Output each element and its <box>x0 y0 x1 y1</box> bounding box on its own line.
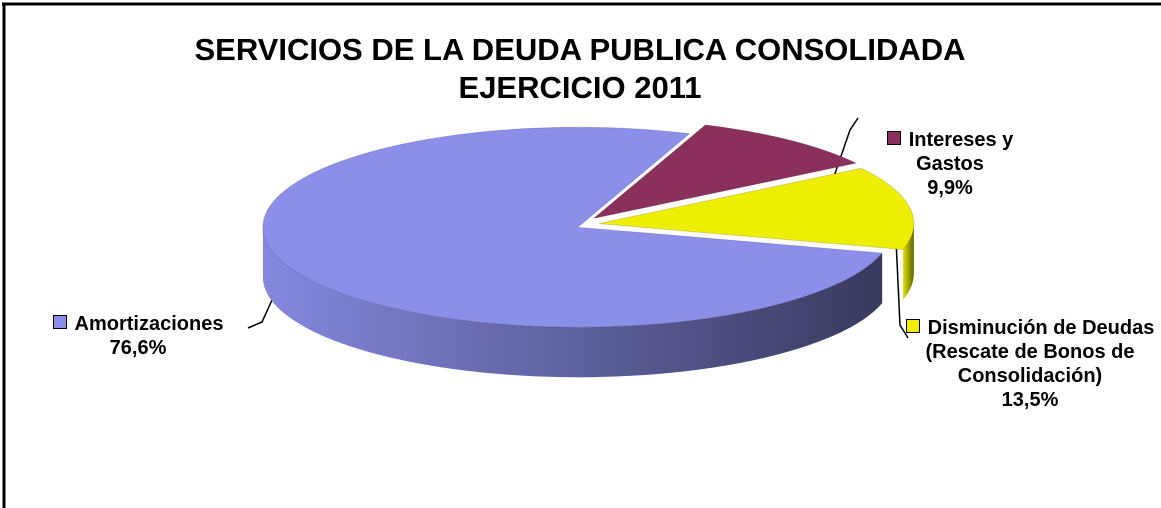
leader-line <box>829 117 859 189</box>
data-label: Amortizaciones 76,6% <box>18 312 258 360</box>
data-label: Disminución de Deudas (Rescate de Bonos … <box>905 316 1155 412</box>
pie-slice <box>593 124 858 219</box>
pie-slice <box>262 126 884 328</box>
legend-swatch <box>905 319 920 333</box>
legend-swatch <box>52 315 67 329</box>
leader-line <box>247 299 273 329</box>
pie-side-shade <box>903 223 914 300</box>
pie-slice <box>598 167 915 251</box>
data-label: Intereses y Gastos 9,9% <box>860 128 1040 200</box>
chart-title: SERVICIOS DE LA DEUDA PUBLICA CONSOLIDAD… <box>194 32 965 67</box>
value-label: 13,5% <box>1001 389 1059 411</box>
category-label: Disminución de Deudas (Rescate de Bonos … <box>925 317 1155 387</box>
pie-side-shade <box>262 227 883 378</box>
value-label: 76,6% <box>109 337 167 359</box>
leader-line <box>895 239 909 339</box>
legend-swatch <box>886 131 901 145</box>
chart-title: EJERCICIO 2011 <box>459 70 702 105</box>
category-label: Amortizaciones <box>74 313 224 335</box>
category-label: Intereses y Gastos <box>908 129 1014 175</box>
value-label: 9,9% <box>927 177 973 199</box>
